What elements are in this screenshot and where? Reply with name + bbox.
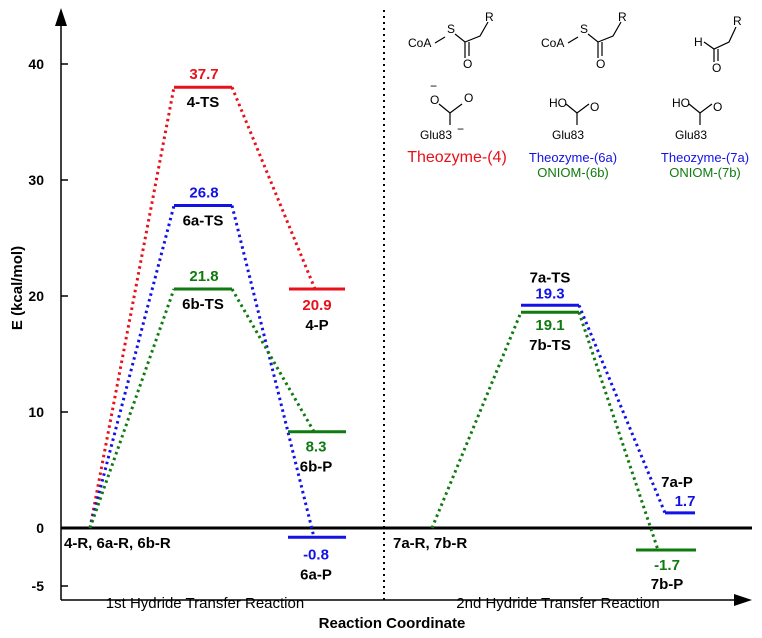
anion-charge: − [430, 79, 437, 93]
bond-chain [587, 21, 622, 43]
label-4-P: 4-P [305, 317, 328, 334]
axes: E (kcal/mol) Reaction Coordinate 1st Hydri… [9, 8, 752, 632]
y-tick-label: 40 [28, 56, 44, 72]
label-6a-TS: 6a-TS [183, 213, 224, 230]
carboxyl-bonds [565, 103, 590, 114]
y-tick-label: -5 [32, 578, 45, 594]
legend-theozyme-7a: Theozyme-(7a) [661, 150, 749, 165]
residue-label: Glu83 [552, 128, 584, 142]
bond-chain [454, 21, 489, 43]
acid-oxygen-label: O [430, 93, 439, 107]
label-7a-TS: 7a-TS [530, 269, 571, 286]
acyl-group-label: CoA [541, 36, 564, 50]
section-label-2: 2nd Hydride Transfer Reaction [456, 595, 659, 612]
acid-oxygen-label-2: O [464, 91, 473, 105]
acid-oh-label: HO [672, 96, 690, 110]
carbonyl-oxygen-label: O [463, 57, 472, 71]
structure-2: CoA S O R [541, 10, 627, 71]
path-4-P-fall [230, 86, 317, 290]
carboxylate-3: HO O Glu83 [672, 96, 722, 142]
path-6b-TS-rise [88, 288, 176, 529]
value-6a-TS: 26.8 [189, 185, 218, 202]
label-4-TS: 4-TS [187, 94, 220, 111]
carboxylate-2: HO O Glu83 [549, 96, 599, 142]
y-tick-label: 0 [36, 520, 44, 536]
label-6b-P: 6b-P [300, 459, 333, 476]
label-6b-TS: 6b-TS [182, 296, 224, 313]
structure-3: HO R [694, 14, 742, 75]
legend-oniom-6b: ONIOM-(6b) [537, 165, 609, 180]
value-7b-TS: 19.1 [535, 317, 564, 334]
residue-label: Glu83 [675, 128, 707, 142]
legend-oniom-7b: ONIOM-(7b) [669, 165, 741, 180]
r-group-label: R [485, 10, 494, 24]
legend-theozyme-4: Theozyme-(4) [407, 149, 507, 166]
structure-1: CoA S O R [408, 10, 494, 71]
section-label-1: 1st Hydride Transfer Reaction [106, 595, 304, 612]
path-7a-P-fall [577, 304, 667, 514]
value-6b-P: 8.3 [306, 439, 327, 456]
carboxyl-bonds [438, 103, 463, 114]
path-6a-TS-rise [88, 205, 176, 529]
bond [567, 36, 579, 44]
x-axis-label: Reaction Coordinate [319, 615, 466, 632]
carboxyl-bonds [688, 103, 713, 114]
label-7b-TS: 7b-TS [529, 337, 571, 354]
acyl-group-label: H [694, 35, 703, 49]
y-axis-arrow [55, 8, 67, 26]
value-7a-P: 1.7 [675, 493, 696, 510]
reactant-label-1: 4-R, 6a-R, 6b-R [64, 535, 171, 552]
acid-oxygen-label-2: O [590, 100, 599, 114]
value-4-P: 20.9 [302, 297, 331, 314]
carbonyl-oxygen-label: O [712, 61, 721, 75]
y-tick-label: 30 [28, 172, 44, 188]
acid-oxygen-label-2: O [713, 100, 722, 114]
r-group-label: R [618, 10, 627, 24]
path-7b-P-fall [577, 311, 660, 551]
carbonyl-oxygen-label: O [596, 57, 605, 71]
value-7a-TS: 19.3 [535, 285, 564, 302]
value-7b-P: -1.7 [654, 557, 680, 574]
reactant-label-2: 7a-R, 7b-R [393, 535, 467, 552]
r-group-label: R [733, 14, 742, 28]
value-4-TS: 37.7 [189, 66, 218, 83]
legend-theozyme-6a: Theozyme-(6a) [529, 150, 617, 165]
acyl-group-label: CoA [408, 36, 431, 50]
reaction-paths [88, 86, 667, 551]
residue-label: Glu83 [420, 128, 452, 142]
bond-chain [703, 26, 737, 50]
residue-charge: − [457, 122, 464, 136]
x-axis-arrow [734, 594, 752, 606]
sulfur-label: S [580, 22, 588, 36]
acid-oh-label: HO [549, 96, 567, 110]
label-6a-P: 6a-P [300, 566, 332, 583]
y-tick-label: 20 [28, 288, 44, 304]
label-7b-P: 7b-P [651, 576, 684, 593]
level-labels: 37.7 4-TS 20.9 4-P 26.8 6a-TS -0.8 6a-P 21.8 6b-T… [64, 66, 695, 593]
sulfur-label: S [447, 22, 455, 36]
value-6b-TS: 21.8 [189, 268, 218, 285]
y-ticks: -5 0 10 20 30 40 [28, 56, 68, 594]
path-4-TS-rise [88, 86, 176, 529]
y-axis-label: E (kcal/mol) [9, 246, 26, 330]
path-7b-TS-rise [430, 311, 523, 529]
energy-levels [174, 85, 696, 552]
bond [434, 36, 446, 44]
y-tick-label: 10 [28, 404, 44, 420]
label-7a-P: 7a-P [661, 474, 693, 491]
value-6a-P: -0.8 [303, 546, 329, 563]
